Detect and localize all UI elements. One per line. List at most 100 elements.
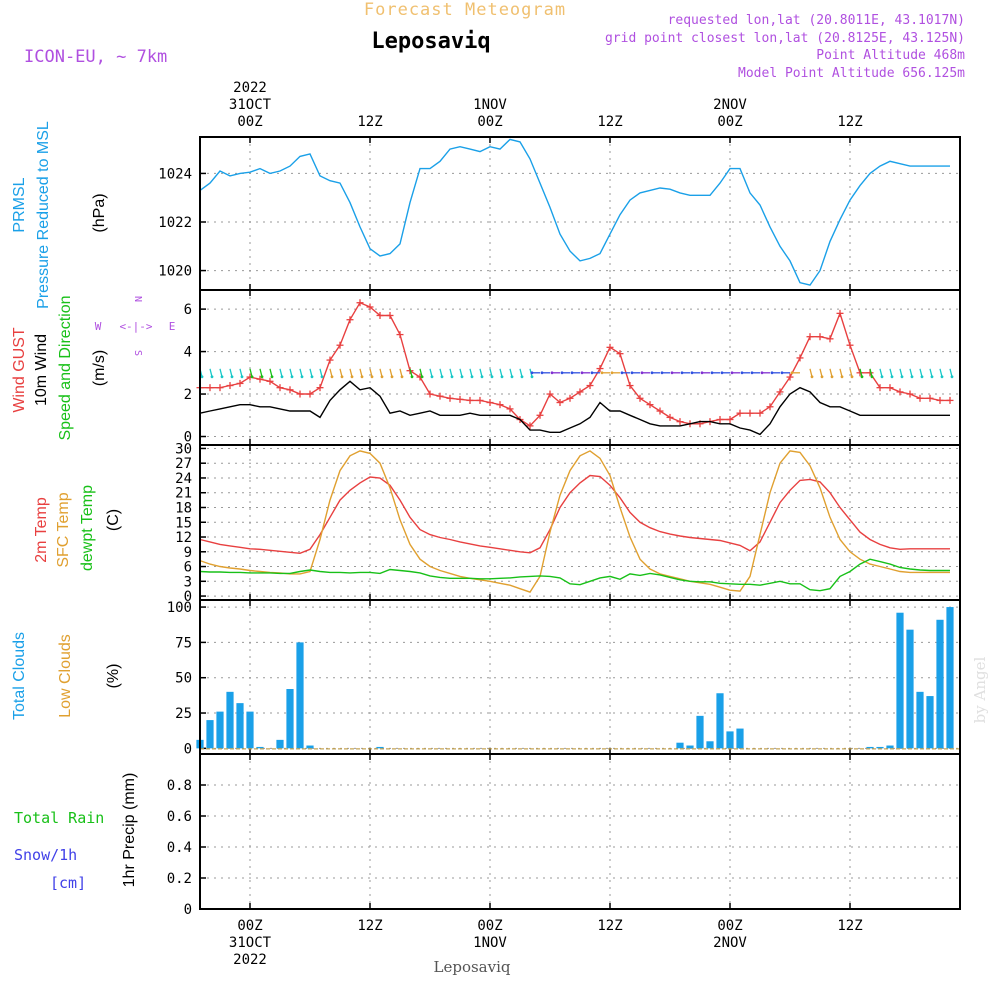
- wind-direction-arrow: [249, 368, 254, 379]
- wind-direction-arrow: [650, 371, 660, 375]
- gust-marker: [296, 390, 304, 398]
- gust-marker: [846, 341, 854, 349]
- wind-label-1: Wind GUST: [11, 327, 28, 413]
- wind-direction-arrow: [479, 368, 484, 379]
- total-clouds-bar: [206, 720, 214, 749]
- clouds-unit: (%): [105, 664, 122, 689]
- gust-marker: [476, 396, 484, 404]
- gust-marker: [226, 382, 234, 390]
- pressure-frame: [199, 136, 961, 291]
- wind-arrow-head: [630, 371, 634, 375]
- time-label-bottom: 12Z: [837, 918, 862, 934]
- wind-direction-arrow: [449, 368, 454, 379]
- gust-marker: [276, 384, 284, 392]
- wind-arrow-head: [500, 375, 504, 379]
- gust-marker: [826, 335, 834, 343]
- wind-arrow-head: [300, 375, 304, 379]
- wind-arrow-head: [930, 375, 934, 379]
- gust-marker: [626, 382, 634, 390]
- wind-arrow-head: [550, 371, 554, 375]
- gust-marker: [366, 303, 374, 311]
- total-clouds-bar: [736, 728, 744, 749]
- 2m-temp-line: [199, 474, 950, 555]
- requested-coords: requested lon,lat (20.8011E, 43.1017N): [668, 13, 965, 28]
- gust-marker: [636, 394, 644, 402]
- wind-direction-arrow: [580, 371, 590, 375]
- panels: 1020102210240246036912151821242730025507…: [158, 136, 961, 918]
- gust-marker: [916, 394, 924, 402]
- wind-direction-arrow: [939, 368, 944, 379]
- wind-direction-arrow: [760, 371, 770, 375]
- wind-direction-arrow: [630, 371, 640, 375]
- gust-marker: [206, 384, 214, 392]
- wind-arrow-head: [610, 371, 614, 375]
- gust-marker: [356, 299, 364, 307]
- total-clouds-bar: [716, 693, 724, 749]
- temp-label-1: 2m Temp: [33, 497, 50, 563]
- wind-arrow-head: [570, 371, 574, 375]
- wind-arrow-head: [290, 375, 294, 379]
- total-clouds-bar: [896, 612, 904, 749]
- wind-direction-arrow: [209, 368, 214, 379]
- gust-marker: [566, 394, 574, 402]
- wind-arrow-head: [780, 371, 784, 375]
- wind-direction-arrow: [359, 368, 364, 379]
- y-tick-label: 24: [175, 471, 192, 487]
- y-tick-label: 21: [175, 486, 192, 502]
- wind-direction-arrow: [509, 368, 514, 379]
- wind-arrow-head: [760, 371, 764, 375]
- wind-arrow-head: [690, 371, 694, 375]
- gust-marker: [376, 311, 384, 319]
- gust-marker: [756, 409, 764, 417]
- wind-direction-arrow: [560, 371, 570, 375]
- precip-panel: 0 0.2 0.4 0.6 0.8: [167, 753, 961, 918]
- precip-unit: 1hr Precip (mm): [121, 773, 138, 888]
- wind-direction-arrow: [909, 368, 914, 379]
- wind-panel: 0 2 4 6: [184, 289, 961, 446]
- y-tick-label: 0.2: [167, 871, 192, 887]
- compass-w: W: [95, 320, 102, 333]
- wind-arrow-head: [850, 375, 854, 379]
- wind-arrow-head: [470, 375, 474, 379]
- wind-direction-arrow: [929, 368, 934, 379]
- wind-direction-arrow: [750, 371, 760, 375]
- compass-e: E: [169, 320, 176, 333]
- wind-direction-arrow: [899, 368, 904, 379]
- wind-direction-arrow: [620, 371, 630, 375]
- wind-direction-arrow: [299, 368, 304, 379]
- dewpt-temp-line: [199, 558, 950, 592]
- wind-arrow-head: [700, 371, 704, 375]
- wind-arrow-head: [900, 375, 904, 379]
- gust-marker: [936, 396, 944, 404]
- time-label-bottom: 12Z: [357, 918, 382, 934]
- wind-direction-arrow: [469, 368, 474, 379]
- wind-arrow-head: [580, 371, 584, 375]
- wind-arrow-head: [720, 371, 724, 375]
- total-clouds-bar: [906, 629, 914, 749]
- total-clouds-bar: [726, 731, 734, 749]
- wind-unit: (m/s): [91, 350, 108, 386]
- total-clouds-bar: [926, 696, 934, 749]
- gust-marker: [526, 422, 534, 430]
- gust-marker: [946, 396, 954, 404]
- wind-direction-arrow: [540, 371, 550, 375]
- y-tick-label: 1022: [158, 215, 192, 231]
- y-tick-label: 0.6: [167, 809, 192, 825]
- y-tick-label: 75: [175, 635, 192, 651]
- temp-label-2: SFC Temp: [55, 492, 72, 567]
- clouds-frame: [199, 599, 961, 755]
- wind-arrow-head: [490, 375, 494, 379]
- y-tick-label: 0: [184, 589, 192, 605]
- gust-marker: [266, 377, 274, 385]
- cloud-labels: Total Clouds Low Clouds (%): [11, 632, 122, 720]
- model-label: ICON-EU, ~ 7km: [24, 47, 167, 67]
- gust-marker: [506, 405, 514, 413]
- wind-direction-arrow: [710, 371, 720, 375]
- wind-arrow-head: [450, 375, 454, 379]
- y-tick-label: 12: [175, 530, 192, 546]
- y-tick-label: 0.4: [167, 840, 192, 856]
- pressure-label-2: Pressure Reduced to MSL: [35, 121, 52, 309]
- wind-arrow-head: [400, 375, 404, 379]
